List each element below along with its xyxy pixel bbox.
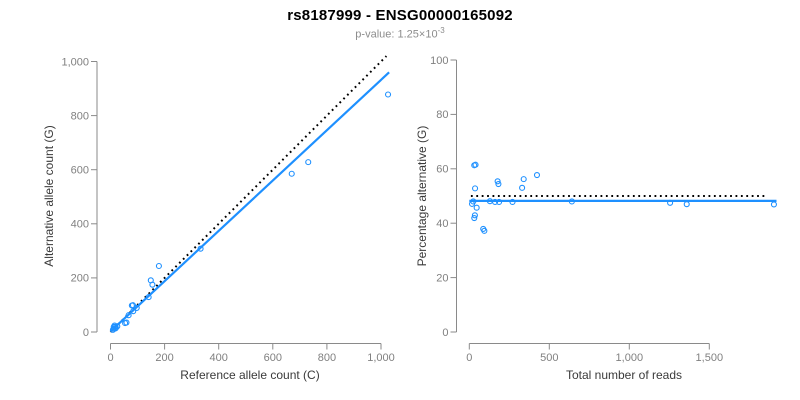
y-tick-label: 20 [436,272,448,284]
data-point [133,304,140,311]
data-point [770,201,777,208]
y-tick-label: 600 [71,165,89,177]
data-point [520,176,527,183]
data-point [470,198,477,205]
y-tick-label: 800 [71,110,89,122]
data-point [472,161,479,168]
data-point [123,319,130,326]
data-point [112,324,119,331]
x-tick-label: 0 [466,352,472,364]
y-tick-label: 80 [436,109,448,121]
x-tick-label: 1,000 [616,352,644,364]
x-tick-label: 400 [210,352,228,364]
left-plot-panel: 0 200 400 600 800 1,000 0 200 400 600 800 1,000 [61,55,395,364]
y-tick-label: 400 [71,219,89,231]
right-y-axis: 0 20 40 60 80 100 [430,55,457,339]
data-point [149,281,156,288]
left-x-axis: 0 200 400 600 800 1,000 [107,343,395,364]
left-data-points [109,91,392,333]
x-tick-label: 1,500 [696,352,724,364]
left-y-axis: 0 200 400 600 800 1,000 [61,56,98,339]
y-tick-label: 200 [71,273,89,285]
data-point [519,184,526,191]
data-point [568,198,575,205]
data-point [473,204,480,211]
data-point [509,198,516,206]
right-plot-panel: 0 20 40 60 80 100 0 500 1,000 1,500 [430,55,777,364]
identity-line-y-equals-x [109,55,388,333]
x-tick-label: 200 [155,352,173,364]
data-point [683,201,690,208]
data-point [496,198,503,206]
data-point [481,227,488,234]
x-tick-label: 600 [264,352,282,364]
page-title: rs8187999 - ENSG00000165092 [287,7,513,24]
y-tick-label: 0 [442,327,448,339]
data-point [472,185,479,192]
x-tick-label: 800 [318,352,336,364]
data-point [495,180,502,188]
right-x-axis: 0 500 1,000 1,500 [466,343,724,364]
y-tick-label: 1,000 [61,56,89,68]
fitted-line-slope-0.93 [109,71,390,333]
left-x-axis-title: Reference allele count (C) [180,368,320,382]
data-point [471,214,478,222]
x-tick-label: 1,000 [367,352,395,364]
data-point [667,199,674,206]
data-point [471,212,478,219]
p-value-exponent: -3 [437,26,445,35]
p-value-prefix: p-value: [355,28,398,41]
right-data-points [468,161,777,234]
y-tick-label: 0 [83,327,89,339]
left-y-axis-title: Alternative allele count (G) [42,125,56,267]
data-point [533,172,541,179]
p-value-base: 1.25×10 [397,28,438,41]
data-point [197,245,204,252]
y-tick-label: 60 [436,164,448,176]
data-point [492,198,499,206]
data-point [114,323,121,330]
x-tick-label: 0 [107,352,113,364]
y-tick-label: 100 [430,55,448,67]
data-point [130,308,137,315]
data-point [145,294,152,301]
right-x-axis-title: Total number of reads [565,368,683,382]
data-point [288,170,295,177]
data-point [305,159,312,166]
data-point [155,262,162,270]
data-point [494,178,501,185]
p-value-subtitle: p-value: 1.25×10-3 [0,26,800,41]
data-point [125,312,132,319]
x-tick-label: 500 [540,352,558,364]
y-tick-label: 40 [436,218,448,230]
right-y-axis-title: Percentage alternative (G) [415,125,429,267]
data-point [384,91,392,98]
